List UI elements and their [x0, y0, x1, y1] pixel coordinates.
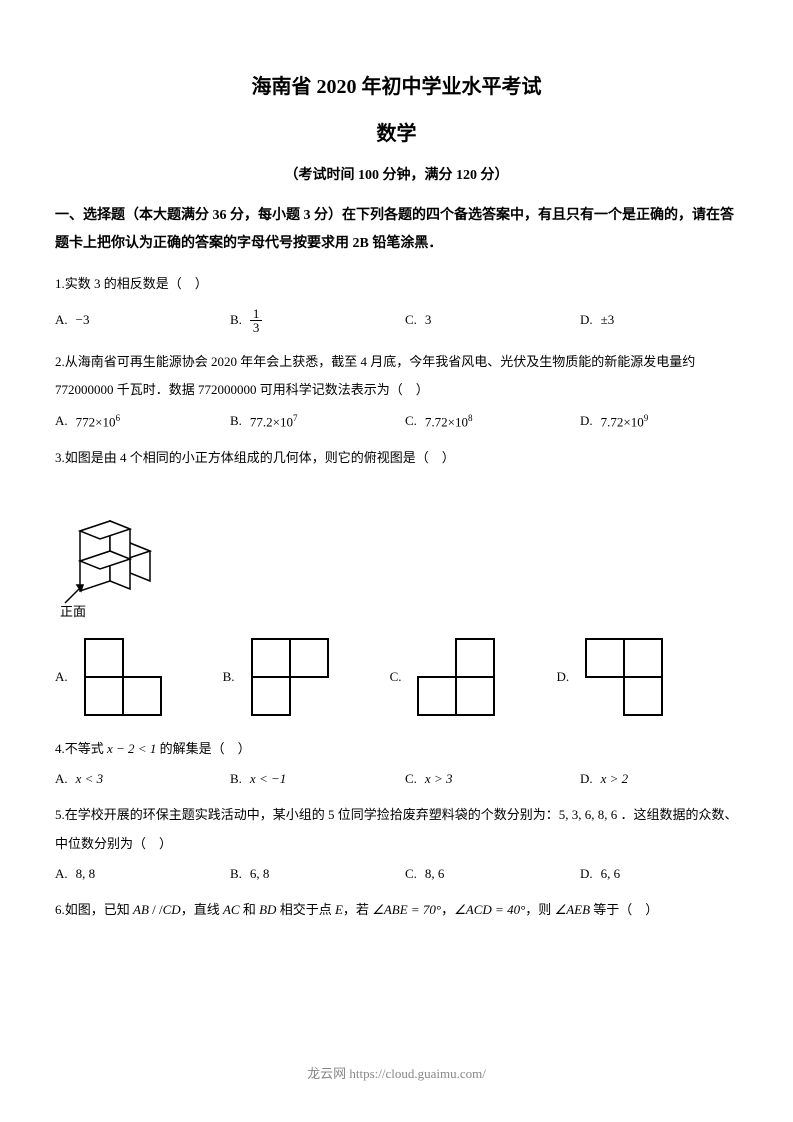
fraction: 1 3: [250, 307, 263, 334]
opt-label: B.: [230, 866, 242, 882]
opt-label: C.: [405, 312, 417, 328]
q1-opt-d: D. ±3: [580, 312, 730, 328]
svg-text:正面: 正面: [60, 604, 86, 618]
opt-value: 7.72×109: [601, 413, 649, 430]
q2-opt-c: C. 7.72×108: [405, 413, 580, 430]
opt-value: x > 3: [425, 771, 453, 787]
q3-opt-b: B.: [223, 637, 330, 717]
opt-label: D.: [580, 866, 593, 882]
opt-value: 772×106: [76, 413, 120, 430]
q2-text: 2.从海南省可再生能源协会 2020 年年会上获悉，截至 4 月底，今年我省风电…: [55, 348, 738, 405]
page-footer: 龙云网 https://cloud.guaimu.com/: [0, 1063, 793, 1082]
q4-opt-a: A. x < 3: [55, 771, 230, 787]
opt-value: 6, 6: [601, 866, 621, 882]
opt-label: C.: [405, 413, 417, 429]
opt-label: A.: [55, 669, 68, 685]
exam-info: （考试时间 100 分钟，满分 120 分）: [55, 164, 738, 184]
q4-opt-d: D. x > 2: [580, 771, 730, 787]
cube-3d-icon: 正面: [55, 483, 175, 618]
opt-value: 77.2×107: [250, 413, 298, 430]
q5-opt-c: C. 8, 6: [405, 866, 580, 882]
opt-label: B.: [230, 413, 242, 429]
opt-value: 7.72×108: [425, 413, 473, 430]
q3-options: A. B. C. D.: [55, 637, 738, 717]
opt-label: C.: [405, 866, 417, 882]
q4-text: 4.不等式 x − 2 < 1 的解集是（ ）: [55, 735, 738, 764]
opt-label: B.: [230, 771, 242, 787]
q2-opt-a: A. 772×106: [55, 413, 230, 430]
opt-value: x > 2: [601, 771, 629, 787]
opt-label: B.: [230, 312, 242, 328]
exam-title: 海南省 2020 年初中学业水平考试: [55, 70, 738, 99]
opt-label: A.: [55, 312, 68, 328]
opt-value: 3: [425, 312, 432, 328]
opt-label: D.: [580, 771, 593, 787]
opt-value: 8, 6: [425, 866, 445, 882]
denominator: 3: [250, 321, 263, 334]
grid-shape-icon: [83, 637, 163, 717]
q4-opt-c: C. x > 3: [405, 771, 580, 787]
q4-opt-b: B. x < −1: [230, 771, 405, 787]
grid-shape-icon: [584, 637, 664, 717]
math-expr: x − 2 < 1: [107, 741, 156, 756]
opt-value: ±3: [601, 312, 615, 328]
opt-label: B.: [223, 669, 235, 685]
q2-opt-d: D. 7.72×109: [580, 413, 730, 430]
opt-label: C.: [390, 669, 402, 685]
q2-opt-b: B. 77.2×107: [230, 413, 405, 430]
q3-figure: 正面: [55, 483, 738, 623]
opt-value: x < 3: [76, 771, 104, 787]
opt-label: D.: [580, 413, 593, 429]
q3-opt-d: D.: [556, 637, 664, 717]
section-1-header: 一、选择题（本大题满分 36 分，每小题 3 分）在下列各题的四个备选答案中，有…: [55, 202, 738, 258]
opt-label: A.: [55, 413, 68, 429]
q5-opt-d: D. 6, 6: [580, 866, 730, 882]
opt-value: x < −1: [250, 771, 286, 787]
q5-opt-a: A. 8, 8: [55, 866, 230, 882]
q1-opt-a: A. −3: [55, 312, 230, 328]
q2-options: A. 772×106 B. 77.2×107 C. 7.72×108 D. 7.…: [55, 413, 738, 430]
grid-shape-icon: [416, 637, 496, 717]
opt-value: −3: [76, 312, 90, 328]
opt-value: 6, 8: [250, 866, 270, 882]
q1-options: A. −3 B. 1 3 C. 3 D. ±3: [55, 307, 738, 334]
q4-options: A. x < 3 B. x < −1 C. x > 3 D. x > 2: [55, 771, 738, 787]
numerator: 1: [250, 307, 263, 321]
opt-label: C.: [405, 771, 417, 787]
q1-opt-b: B. 1 3: [230, 307, 405, 334]
q3-opt-a: A.: [55, 637, 163, 717]
exam-subject: 数学: [55, 117, 738, 146]
q5-text: 5.在学校开展的环保主题实践活动中，某小组的 5 位同学捡拾废弃塑料袋的个数分别…: [55, 801, 738, 858]
opt-label: D.: [556, 669, 569, 685]
opt-label: A.: [55, 771, 68, 787]
opt-value: 8, 8: [76, 866, 96, 882]
q1-opt-c: C. 3: [405, 312, 580, 328]
q1-text: 1.实数 3 的相反数是（ ）: [55, 270, 738, 299]
q5-opt-b: B. 6, 8: [230, 866, 405, 882]
opt-label: A.: [55, 866, 68, 882]
q5-options: A. 8, 8 B. 6, 8 C. 8, 6 D. 6, 6: [55, 866, 738, 882]
grid-shape-icon: [250, 637, 330, 717]
q3-opt-c: C.: [390, 637, 497, 717]
q6-text: 6.如图，已知 AB / /CD，直线 AC 和 BD 相交于点 E，若 ∠AB…: [55, 896, 738, 925]
q3-text: 3.如图是由 4 个相同的小正方体组成的几何体，则它的俯视图是（ ）: [55, 444, 738, 473]
opt-label: D.: [580, 312, 593, 328]
